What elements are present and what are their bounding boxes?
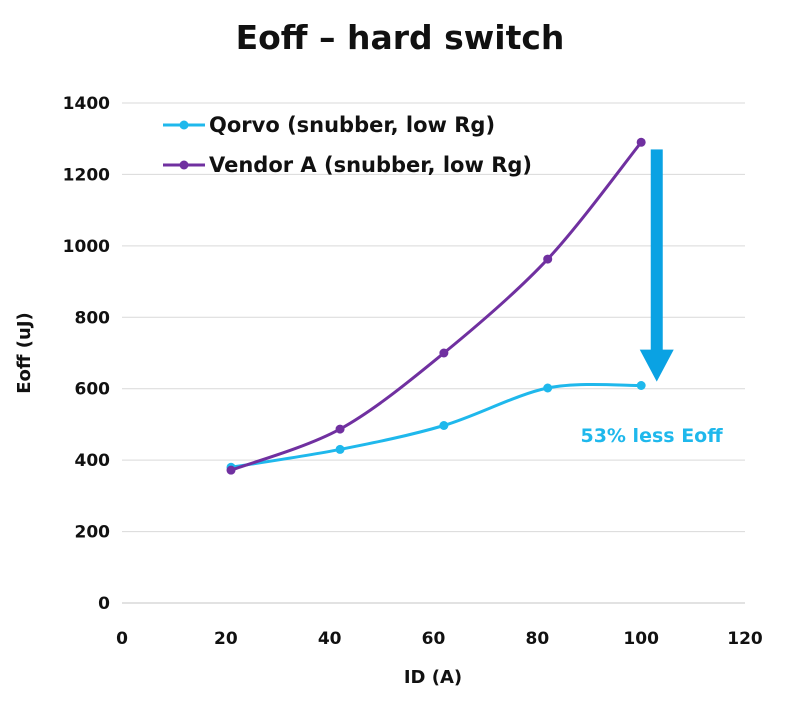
x-tick-label: 120: [727, 629, 763, 649]
x-tick-label: 40: [318, 629, 342, 649]
x-tick-label: 20: [214, 629, 238, 649]
series-layer: [226, 137, 646, 475]
annotation-layer: 53% less Eoff: [580, 149, 723, 447]
data-point-qorvo: [543, 383, 553, 393]
chart-title: Eoff – hard switch: [235, 18, 565, 57]
data-point-qorvo: [335, 444, 345, 454]
y-tick-label: 200: [75, 523, 111, 543]
legend-marker-vendor-a: [179, 160, 189, 170]
tick-labels: 0 200 400 600 800 1000 1200 1400 0 20 40 60 80 100 120: [63, 94, 763, 649]
x-tick-label: 60: [422, 629, 446, 649]
x-tick-label: 80: [525, 629, 549, 649]
y-tick-label: 1400: [63, 94, 110, 114]
y-tick-label: 1000: [63, 237, 110, 257]
x-tick-label: 100: [623, 629, 659, 649]
x-axis-title: ID (A): [404, 667, 462, 688]
legend: Qorvo (snubber, low Rg) Vendor A (snubber…: [163, 113, 532, 177]
y-tick-label: 800: [75, 308, 111, 328]
legend-marker-qorvo: [179, 120, 189, 130]
gridlines: [122, 102, 745, 533]
data-point-qorvo: [636, 381, 646, 390]
data-point-qorvo: [439, 421, 449, 430]
down-arrow-head: [639, 349, 674, 382]
series-line-vendor-a: [230, 141, 643, 472]
down-arrow-shaft: [650, 149, 663, 352]
y-axis-title: Eoff (uJ): [14, 312, 35, 393]
y-tick-label: 1200: [63, 165, 110, 185]
data-point-vendor-a: [636, 137, 646, 147]
y-tick-label: 600: [75, 380, 111, 400]
annotation-text: 53% less Eoff: [580, 425, 723, 447]
x-tick-label: 0: [116, 629, 128, 649]
y-tick-label: 0: [98, 594, 110, 614]
legend-label-vendor-a: Vendor A (snubber, low Rg): [209, 153, 532, 177]
legend-label-qorvo: Qorvo (snubber, low Rg): [209, 113, 495, 137]
data-point-vendor-a: [226, 465, 236, 475]
data-point-vendor-a: [543, 254, 553, 264]
data-point-vendor-a: [439, 348, 449, 358]
y-tick-label: 400: [75, 451, 111, 471]
data-point-vendor-a: [335, 424, 345, 434]
